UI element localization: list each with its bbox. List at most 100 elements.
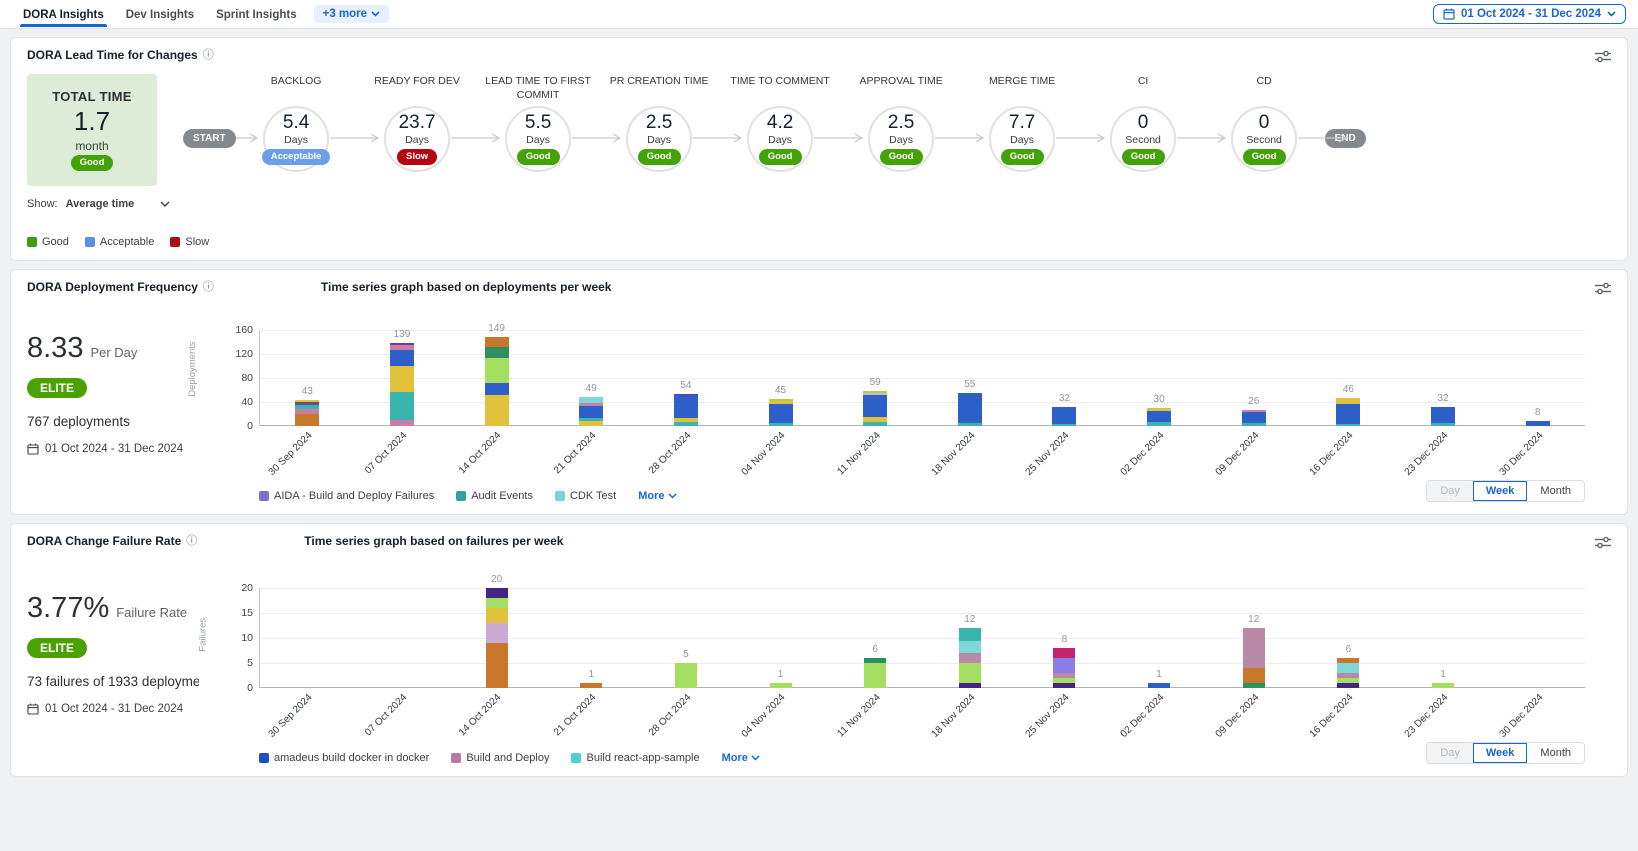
bar-segment: [295, 405, 320, 409]
stage-status-badge: Acceptable: [261, 148, 331, 166]
stage-circle[interactable]: 0 Second Good: [1110, 106, 1177, 172]
stacked-bar[interactable]: [484, 336, 509, 426]
x-tick-label: 21 Oct 2024: [551, 692, 599, 739]
stacked-bar[interactable]: [1337, 658, 1360, 688]
chevron-down-icon: [751, 755, 760, 761]
date-range-picker[interactable]: 01 Oct 2024 - 31 Dec 2024: [1432, 4, 1626, 24]
stacked-bar[interactable]: [1336, 398, 1361, 426]
bar-segment: [1241, 412, 1266, 423]
stacked-bar[interactable]: [579, 396, 604, 426]
bar-slot: 8: [1490, 330, 1585, 426]
stacked-bar[interactable]: [1052, 406, 1077, 426]
chevron-down-icon: [667, 493, 677, 499]
stage-circle[interactable]: 5.5 Days Good: [505, 106, 572, 172]
legend-label: AIDA - Build and Deploy Failures: [274, 490, 435, 502]
lead-time-legend-item[interactable]: Acceptable: [84, 236, 154, 248]
stacked-bar[interactable]: [1147, 408, 1172, 426]
stacked-bar[interactable]: [389, 342, 414, 426]
stacked-bar[interactable]: [485, 588, 508, 688]
chart-settings-icon[interactable]: [1595, 536, 1611, 549]
stage-circle[interactable]: 0 Second Good: [1231, 106, 1298, 172]
lead-time-legend-item[interactable]: Slow: [170, 236, 209, 248]
chevron-down-icon: [371, 11, 380, 17]
chevron-down-icon: [1607, 11, 1616, 17]
stage-circle[interactable]: 23.7 Days Slow: [384, 106, 451, 172]
x-axis-labels: 30 Sep 2024 07 Oct 2024 14 Oct 2024 21 Oct …: [259, 688, 1585, 740]
calendar-icon: [27, 703, 39, 715]
bar-segment: [1336, 398, 1361, 405]
show-metric-dropdown[interactable]: Average time: [66, 198, 171, 210]
stacked-bar[interactable]: [957, 393, 982, 426]
stacked-bar[interactable]: [958, 628, 981, 688]
bar-slot: 5: [639, 588, 734, 688]
chart-settings-icon[interactable]: [1595, 282, 1611, 295]
more-tabs-dropdown[interactable]: +3 more: [313, 5, 390, 23]
x-tick-label: 11 Nov 2024: [835, 692, 883, 740]
stacked-bar[interactable]: [1431, 406, 1455, 426]
tab-sprint-insights[interactable]: Sprint Insights: [216, 8, 297, 21]
bar-slots: 20 1 5 1 6 12 8 1 12 6 1: [260, 574, 1585, 688]
info-icon[interactable]: ⓘ: [202, 280, 214, 293]
tab-dora-insights[interactable]: DORA Insights: [12, 2, 115, 27]
x-axis-labels: 30 Sep 2024 07 Oct 2024 14 Oct 2024 21 Oct …: [259, 426, 1585, 478]
stage-circle[interactable]: 4.2 Days Good: [747, 106, 814, 172]
x-tick-label: 28 Oct 2024: [646, 692, 693, 739]
bar-segment: [389, 366, 414, 392]
gridline: [260, 402, 1585, 403]
tab-dev-insights[interactable]: Dev Insights: [125, 8, 195, 21]
stacked-bar[interactable]: [769, 683, 792, 688]
legend-more-dropdown[interactable]: More: [722, 752, 760, 764]
stacked-bar[interactable]: [768, 399, 793, 426]
bar-value-label: 26: [1248, 396, 1260, 408]
calendar-icon: [27, 443, 39, 455]
lead-time-legend-item[interactable]: Good: [27, 236, 69, 248]
stacked-bar[interactable]: [580, 683, 603, 688]
stacked-bar[interactable]: [1432, 683, 1454, 688]
toggle-day[interactable]: Day: [1427, 481, 1473, 501]
bar-segment: [864, 663, 887, 688]
legend-more-dropdown[interactable]: More: [638, 490, 677, 502]
stacked-bar[interactable]: [1525, 421, 1550, 426]
bar-segment: [295, 400, 320, 403]
toggle-month[interactable]: Month: [1527, 481, 1584, 501]
stage-circle[interactable]: 2.5 Days Good: [868, 106, 935, 172]
toggle-day[interactable]: Day: [1427, 743, 1473, 763]
stacked-bar[interactable]: [864, 658, 887, 688]
stage-circle[interactable]: 2.5 Days Good: [626, 106, 693, 172]
chart-legend-item[interactable]: Build and Deploy: [451, 752, 549, 764]
toggle-week[interactable]: Week: [1472, 481, 1528, 501]
info-icon[interactable]: ⓘ: [186, 534, 198, 547]
stacked-bar[interactable]: [1242, 628, 1265, 688]
stage-circle[interactable]: 5.4 Days Acceptable: [261, 106, 331, 172]
flow-stage-time-to-comment: TIME TO COMMENT 4.2 Days Good: [692, 74, 841, 248]
deployment-frequency-title: DORA Deployment Frequency: [27, 280, 198, 294]
bar-segment: [863, 421, 888, 426]
chart-legend-item[interactable]: Audit Events: [456, 490, 533, 502]
stacked-bar[interactable]: [673, 393, 698, 426]
bar-segment: [484, 382, 509, 395]
info-icon[interactable]: ⓘ: [202, 48, 214, 61]
change-failure-rate-panel: DORA Change Failure Rate ⓘ Time series g…: [10, 523, 1628, 777]
stacked-bar[interactable]: [1148, 683, 1171, 688]
toggle-month[interactable]: Month: [1527, 743, 1584, 763]
bar-value-label: 46: [1342, 384, 1354, 396]
stacked-bar[interactable]: [295, 400, 320, 426]
chart-legend-item[interactable]: amadeus build docker in docker: [259, 752, 429, 764]
gridline: [260, 588, 1585, 589]
bar-segment: [958, 640, 981, 653]
bar-segment: [863, 390, 888, 394]
toggle-week[interactable]: Week: [1472, 743, 1528, 763]
stacked-bar[interactable]: [674, 663, 697, 688]
chart-legend-item[interactable]: CDK Test: [554, 490, 616, 502]
legend-swatch: [27, 237, 37, 247]
stacked-bar[interactable]: [863, 390, 888, 426]
chart-settings-icon[interactable]: [1595, 50, 1611, 63]
stacked-bar[interactable]: [1241, 410, 1266, 426]
bar-slot: 32: [1396, 330, 1491, 426]
stage-value: 7.7: [1008, 111, 1036, 133]
chart-legend-item[interactable]: Build react-app-sample: [571, 752, 700, 764]
chart-legend-item[interactable]: AIDA - Build and Deploy Failures: [259, 490, 434, 502]
stage-circle[interactable]: 7.7 Days Good: [989, 106, 1056, 172]
x-tick-label: 04 Nov 2024: [739, 692, 788, 740]
stacked-bar[interactable]: [1053, 648, 1076, 688]
